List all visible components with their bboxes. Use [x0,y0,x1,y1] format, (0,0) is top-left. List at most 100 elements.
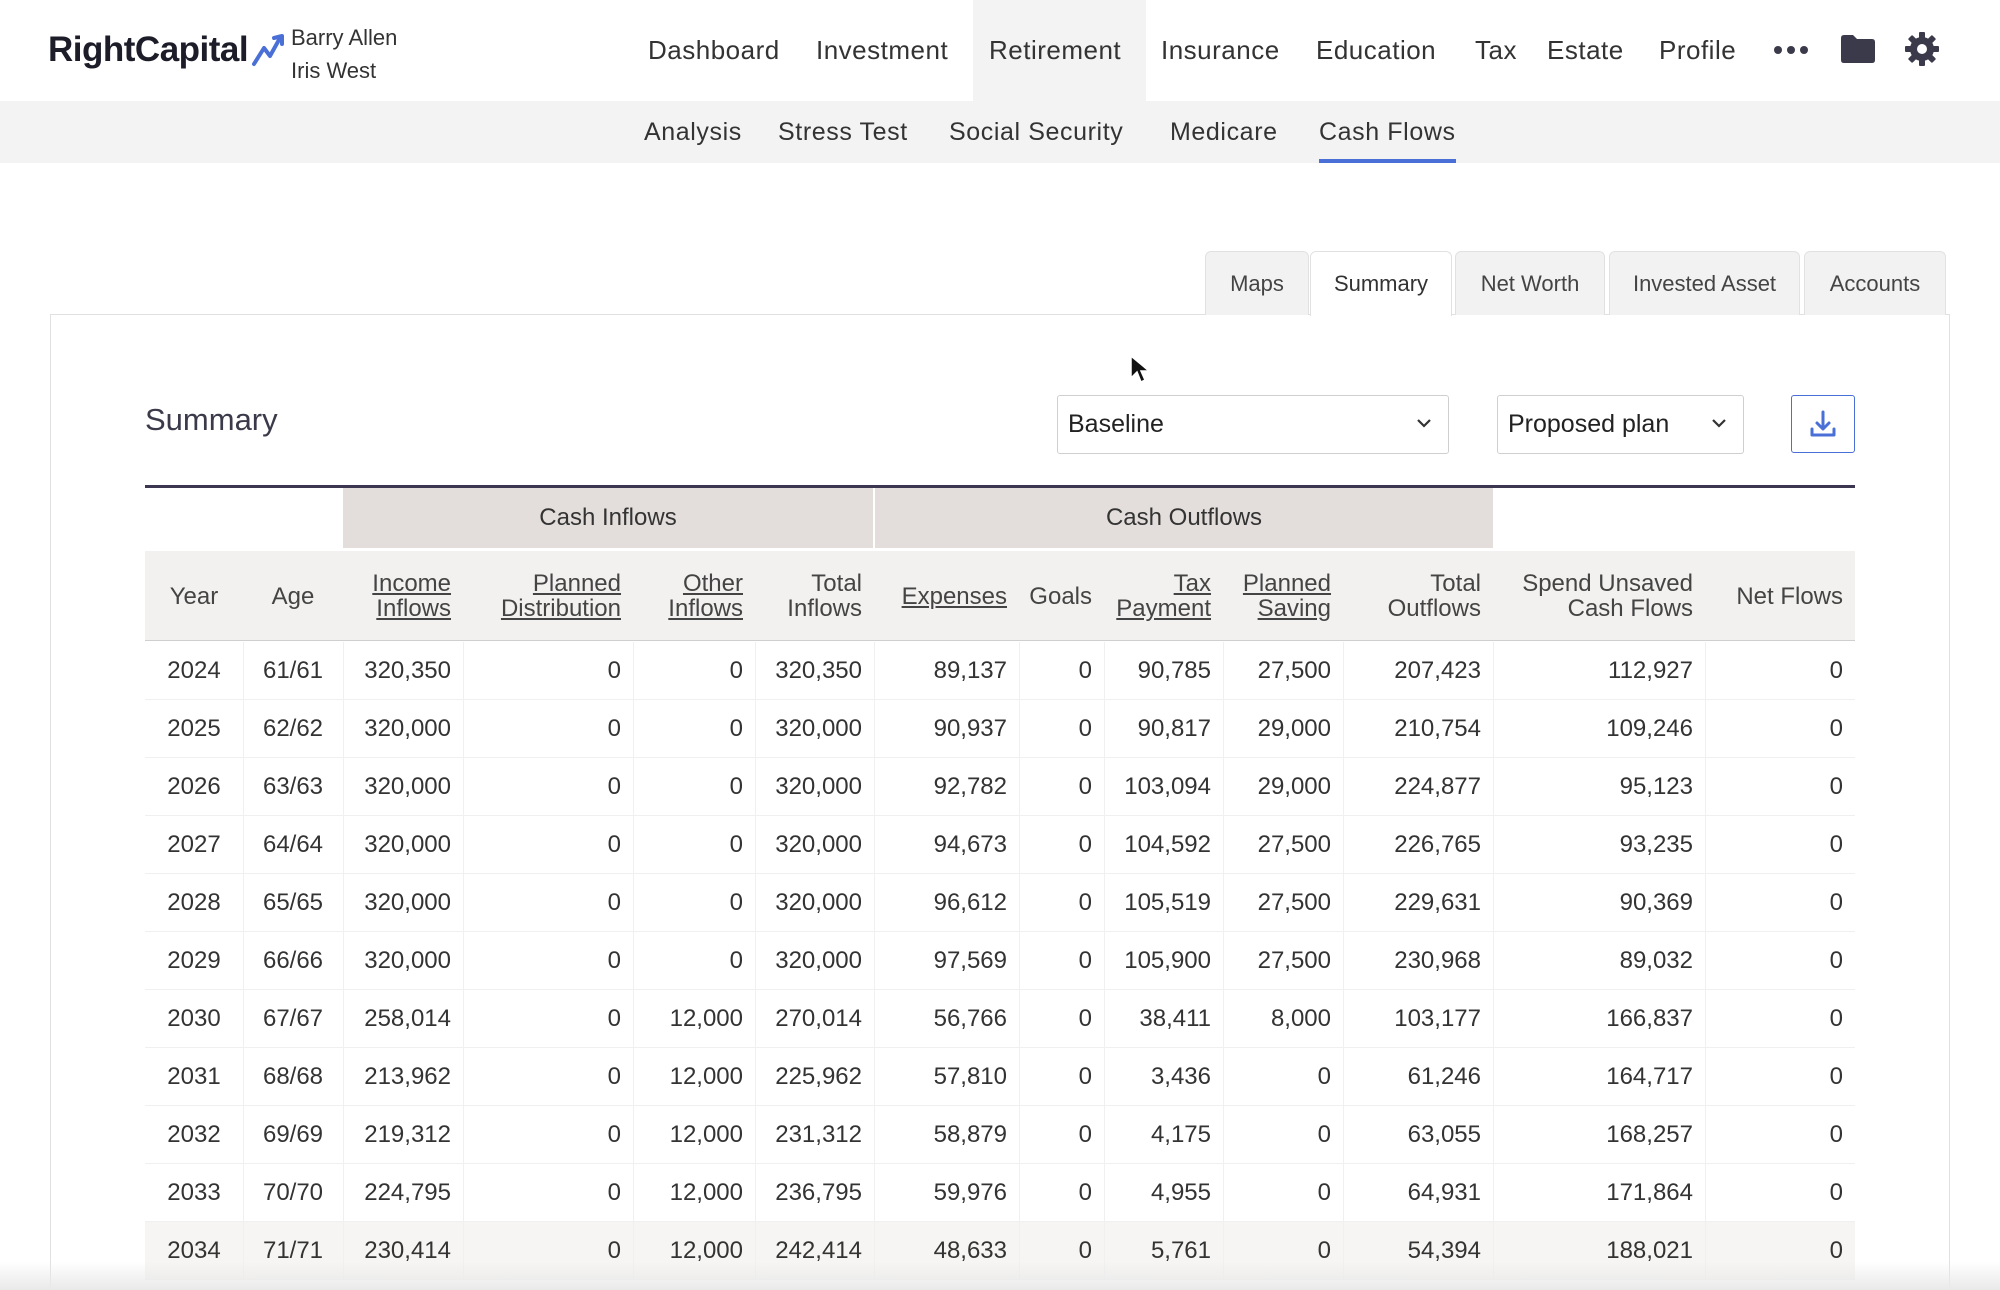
subnav-medicare[interactable]: Medicare [1170,118,1278,146]
column-separator [1493,1164,1494,1222]
plan-select[interactable]: Proposed plan [1497,395,1744,454]
cell-goals: 0 [1078,831,1092,858]
nav-estate[interactable]: Estate [1547,35,1624,65]
column-separator [874,990,875,1048]
column-separator [1493,642,1494,700]
cell-total-inflows: 320,000 [775,831,862,858]
cell-total-inflows: 242,414 [775,1237,862,1264]
column-separator [343,932,344,990]
column-separator [1104,1048,1105,1106]
download-button[interactable] [1791,395,1855,453]
cell-goals: 0 [1078,1237,1092,1264]
gear-icon[interactable] [1904,31,1940,72]
col-planned-distribution-label: Planned Distribution [500,570,621,622]
column-separator [243,932,244,990]
cell-age: 67/67 [262,1005,324,1032]
nav-insurance[interactable]: Insurance [1161,35,1280,65]
nav-profile[interactable]: Profile [1659,35,1737,65]
subnav-analysis[interactable]: Analysis [644,118,742,146]
col-tax-payment[interactable]: Tax Payment [1104,551,1223,641]
col-other-inflows[interactable]: Other Inflows [633,551,755,641]
tab-invested-asset[interactable]: Invested Asset [1609,251,1800,315]
cell-planned-saving: 0 [1317,1237,1331,1264]
cell-age: 68/68 [262,1063,324,1090]
cell-other-inflows: 0 [729,889,743,916]
nav-tax[interactable]: Tax [1475,35,1517,65]
col-spend-unsaved-cash-flows[interactable]: Spend Unsaved Cash Flows [1522,570,1693,622]
cell-net-flows: 0 [1829,1179,1843,1206]
column-separator [1223,932,1224,990]
column-separator [343,1106,344,1164]
col-age[interactable]: Age [271,582,315,610]
cell-total-outflows: 207,423 [1394,657,1481,684]
nav-dashboard[interactable]: Dashboard [648,35,780,65]
cell-spend-unsaved-cash-flows: 90,369 [1619,889,1693,916]
subnav-stress-test[interactable]: Stress Test [778,118,908,146]
column-separator [1343,1106,1344,1164]
download-icon [1810,410,1836,437]
column-separator [1019,700,1020,758]
cell-other-inflows: 0 [729,773,743,800]
nav-education[interactable]: Education [1316,35,1437,65]
cell-other-inflows: 12,000 [669,1237,743,1264]
column-separator [633,1048,634,1106]
subnav-social-security[interactable]: Social Security [949,118,1124,146]
cell-net-flows: 0 [1829,947,1843,974]
tab-maps[interactable]: Maps [1205,251,1309,315]
nav-retirement[interactable]: Retirement [973,0,1146,101]
more-icon[interactable] [1773,40,1809,65]
folder-icon[interactable] [1840,34,1876,69]
cell-expenses: 89,137 [933,657,1007,684]
tab-net-worth[interactable]: Net Worth [1455,251,1605,315]
cell-income-inflows: 230,414 [364,1237,451,1264]
cell-income-inflows: 320,000 [364,773,451,800]
column-separator [1705,1164,1706,1222]
col-net-flows[interactable]: Net Flows [1736,582,1843,610]
cell-tax-payment: 105,519 [1124,889,1211,916]
nav-investment[interactable]: Investment [816,35,949,65]
bottom-fade [0,1262,2000,1290]
col-expenses[interactable]: Expenses [874,551,1019,641]
scenario-select[interactable]: Baseline [1057,395,1449,454]
col-planned-saving[interactable]: Planned Saving [1223,551,1343,641]
summary-title: Summary [145,402,278,437]
cell-goals: 0 [1078,773,1092,800]
cell-total-inflows: 320,350 [775,657,862,684]
cell-planned-distribution: 0 [607,1063,621,1090]
col-goals[interactable]: Goals [1029,582,1092,610]
column-separator [1705,1106,1706,1164]
column-separator [755,932,756,990]
col-total-inflows[interactable]: Total Inflows [787,570,862,622]
cell-planned-saving: 0 [1317,1063,1331,1090]
col-total-outflows[interactable]: Total Outflows [1387,570,1481,622]
cell-other-inflows: 0 [729,715,743,742]
column-separator [1104,700,1105,758]
plan-select-value: Proposed plan [1508,410,1670,438]
column-separator [1223,1164,1224,1222]
client-name-1: Barry Allen [291,25,398,50]
column-separator [1104,816,1105,874]
rightcapital-logo[interactable]: RightCapital [48,30,290,70]
column-separator [1019,1222,1020,1280]
tab-accounts[interactable]: Accounts [1804,251,1946,315]
column-separator [874,758,875,816]
table-row: 2024 61/61 320,350 0 0 320,350 89,137 0 90,785 27… [145,642,1855,700]
column-separator [243,758,244,816]
column-separator [1019,874,1020,932]
cell-expenses: 58,879 [933,1121,1007,1148]
col-year[interactable]: Year [169,582,219,610]
column-separator [755,874,756,932]
col-planned-distribution[interactable]: Planned Distribution [463,551,633,641]
content-panel [50,314,1950,1290]
column-separator [755,1106,756,1164]
cell-planned-saving: 27,500 [1257,657,1331,684]
tab-summary[interactable]: Summary [1310,251,1452,316]
subnav-cash-flows[interactable]: Cash Flows [1319,101,1456,163]
mouse-cursor [1129,354,1152,391]
column-separator [243,990,244,1048]
col-income-inflows[interactable]: Income Inflows [343,551,463,641]
cell-planned-saving: 0 [1317,1121,1331,1148]
column-separator [1223,874,1224,932]
column-separator [874,1106,875,1164]
cell-year: 2025 [167,715,221,742]
